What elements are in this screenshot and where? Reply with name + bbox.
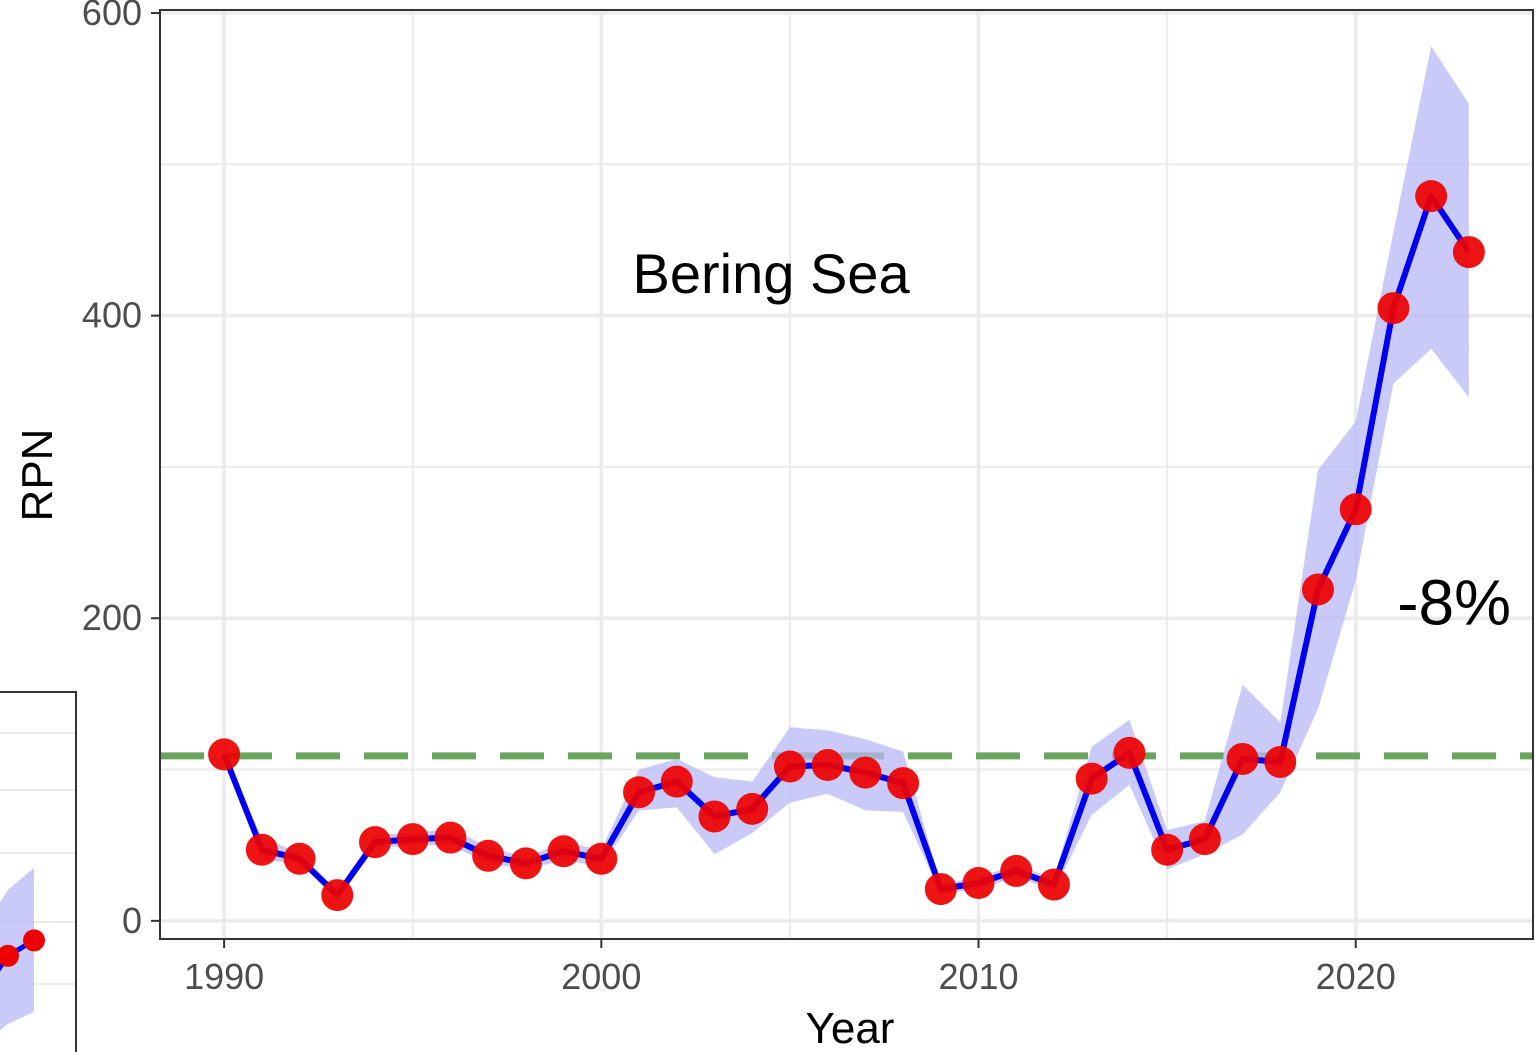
data-point bbox=[962, 867, 995, 900]
inset-data-point bbox=[23, 929, 45, 952]
data-point bbox=[1226, 742, 1259, 775]
y-axis-title: RPN bbox=[13, 429, 62, 522]
data-point bbox=[1264, 745, 1297, 778]
data-point bbox=[1151, 833, 1184, 866]
x-axis-title: Year bbox=[806, 1004, 895, 1052]
data-point bbox=[623, 776, 656, 809]
data-point bbox=[773, 750, 806, 783]
data-point bbox=[283, 842, 316, 875]
data-point bbox=[849, 756, 882, 789]
x-tick-label: 1990 bbox=[184, 956, 264, 997]
data-point bbox=[396, 823, 429, 856]
data-point bbox=[509, 847, 542, 880]
plot-panel-border bbox=[159, 9, 1534, 940]
inset-data-point bbox=[0, 944, 19, 967]
data-point bbox=[321, 879, 354, 912]
percent-change-label: -8% bbox=[1397, 566, 1511, 638]
series-line-group bbox=[221, 193, 1472, 899]
data-point bbox=[1452, 236, 1485, 269]
data-point bbox=[585, 842, 618, 875]
data-point bbox=[1415, 180, 1448, 213]
data-point bbox=[660, 765, 693, 798]
data-point bbox=[1113, 736, 1146, 769]
data-point bbox=[1075, 762, 1108, 795]
data-point bbox=[1301, 573, 1334, 606]
data-point bbox=[1339, 493, 1372, 526]
data-point bbox=[547, 835, 580, 868]
region-label: Bering Sea bbox=[633, 242, 911, 305]
data-point bbox=[434, 821, 467, 854]
y-tick-label: 0 bbox=[122, 900, 142, 941]
axis-ticks: 0 200 400 600 1990 2000 2010 2020 bbox=[82, 0, 1396, 997]
x-tick-label: 2000 bbox=[561, 956, 641, 997]
data-point bbox=[1377, 292, 1410, 325]
data-point bbox=[698, 800, 731, 833]
y-tick-label: 200 bbox=[82, 597, 142, 638]
data-point bbox=[245, 833, 278, 866]
data-point bbox=[472, 839, 505, 872]
data-point bbox=[1037, 868, 1070, 901]
data-point bbox=[1000, 854, 1033, 887]
x-tick-label: 2020 bbox=[1316, 956, 1396, 997]
data-point bbox=[1188, 823, 1221, 856]
data-point bbox=[359, 826, 392, 859]
data-point bbox=[924, 873, 957, 906]
data-point bbox=[887, 767, 920, 800]
y-tick-label: 600 bbox=[82, 0, 142, 33]
data-points-group bbox=[208, 180, 1485, 912]
data-point bbox=[208, 738, 241, 771]
inset-panel bbox=[0, 691, 77, 1052]
y-tick-label: 400 bbox=[82, 295, 142, 336]
data-point bbox=[736, 792, 769, 825]
data-point bbox=[811, 749, 844, 782]
x-tick-label: 2010 bbox=[938, 956, 1018, 997]
grid-lines bbox=[160, 10, 1533, 939]
series-line bbox=[221, 193, 1472, 899]
